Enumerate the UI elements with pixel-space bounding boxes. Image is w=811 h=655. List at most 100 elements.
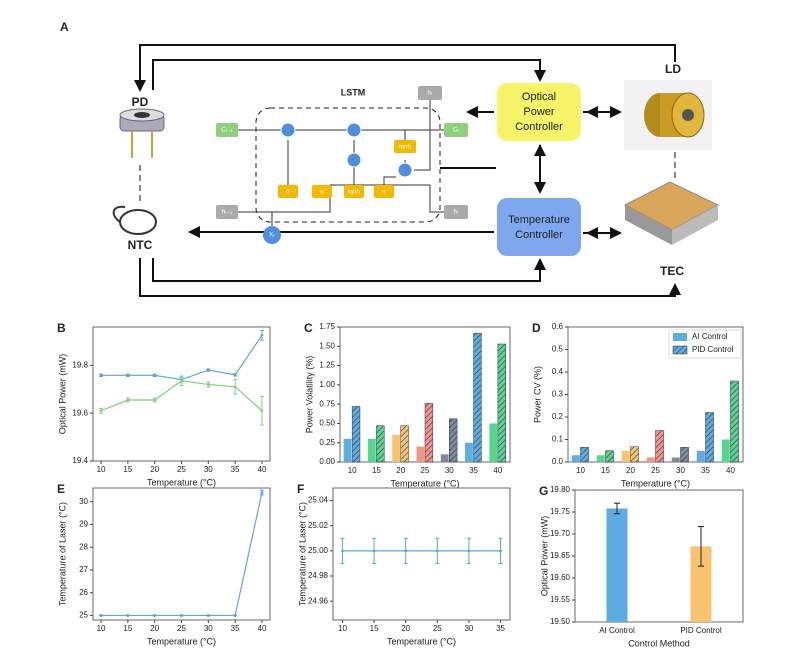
point <box>233 373 237 377</box>
controller-label: Power <box>523 106 555 118</box>
y-tick-label: 1.50 <box>319 341 335 350</box>
bar <box>376 425 385 463</box>
wire <box>134 44 676 92</box>
legend-swatch <box>672 345 688 355</box>
x-tick-label: 30 <box>445 466 454 475</box>
bar <box>473 332 482 463</box>
x-tick-label: 15 <box>123 465 132 474</box>
point <box>233 614 237 617</box>
bar <box>705 412 714 463</box>
point <box>126 373 130 377</box>
y-tick-label: 27 <box>79 565 88 574</box>
x-axis-label: Temperature (°C) <box>147 636 216 646</box>
y-axis-label: Optical Power (mW) <box>539 516 549 597</box>
y-tick-label: 19.55 <box>550 595 571 604</box>
bar <box>449 418 458 463</box>
tec-icon <box>623 181 720 245</box>
lstm-node <box>418 86 442 100</box>
point <box>206 614 210 617</box>
lstm-gate <box>312 185 332 198</box>
lstm-gate-label: tanh <box>348 190 360 196</box>
panel-letter: A <box>60 20 69 34</box>
bar <box>440 454 449 462</box>
bar <box>730 380 739 463</box>
point <box>372 549 376 553</box>
point <box>153 373 157 377</box>
lstm-title: LSTM <box>341 87 366 97</box>
bar <box>680 447 689 463</box>
x-tick-label: 40 <box>258 465 267 474</box>
y-axis-label: Temperature of Laser (°C) <box>57 502 67 606</box>
lstm-x: Xₜ <box>269 233 275 239</box>
chart-panel: C 0.00 0.25 0.50 0.75 1.00 1.25 1.50 1.75 Tempera… <box>304 321 511 488</box>
ntc-label: NTC <box>128 238 153 252</box>
controller-label: Controller <box>515 229 563 241</box>
plot-frame <box>574 489 744 623</box>
lstm-c-prev: Cₜ₋₁ <box>221 128 232 134</box>
x-tick-label: 25 <box>433 624 442 633</box>
x-tick-label: 25 <box>651 466 660 475</box>
bar <box>343 438 352 462</box>
y-tick-label: 0.0 <box>552 457 564 466</box>
lstm-gate-label: σ <box>286 190 290 196</box>
x-tick-label: 35 <box>701 466 710 475</box>
bar <box>351 406 361 463</box>
plot-frame <box>92 487 271 621</box>
point <box>126 398 130 402</box>
x-tick-label: 25 <box>177 465 186 474</box>
x-tick-label: 20 <box>626 466 635 475</box>
chart-panel: F 24.96 24.98 25.00 25.02 25.04 Temperature (°… <box>297 482 511 646</box>
y-tick-label: 19.65 <box>550 551 571 560</box>
point <box>126 614 130 617</box>
bar <box>571 455 580 462</box>
y-tick-label: 25 <box>79 611 88 620</box>
y-tick-label: 0.1 <box>552 435 564 444</box>
y-tick-label: 0.2 <box>552 412 564 421</box>
x-tick-label: 20 <box>150 465 159 474</box>
lstm-node <box>444 123 468 137</box>
lstm-ops <box>280 122 413 178</box>
lstm-h-prev: hₜ₋₁ <box>222 210 232 216</box>
bar <box>497 343 506 463</box>
lstm-node <box>216 123 238 137</box>
bar <box>606 508 628 622</box>
x-axis-label: Temperature (°C) <box>390 478 459 488</box>
chart-panel: G 19.50 19.55 19.60 19.65 19.70 19.75 19.80 Cont… <box>539 484 744 648</box>
bar <box>416 446 425 462</box>
lstm-node <box>444 205 468 219</box>
bar <box>400 425 409 463</box>
y-tick-label: 19.80 <box>550 485 571 494</box>
lstm-node <box>216 205 238 219</box>
plot-frame <box>332 487 511 621</box>
point <box>206 383 210 386</box>
x-tick-label: 35 <box>496 624 505 633</box>
wire <box>139 258 681 297</box>
y-tick-label: 25.04 <box>308 496 329 505</box>
point <box>404 549 408 553</box>
panel-a: A PD NTC LSTM <box>60 20 720 297</box>
y-tick-label: 28 <box>79 542 88 551</box>
y-tick-label: 0.50 <box>319 419 335 428</box>
x-tick-label: 10 <box>97 624 106 633</box>
x-tick-label: 10 <box>348 466 357 475</box>
x-tick-label: 15 <box>123 624 132 633</box>
y-tick-label: 24.98 <box>308 571 329 580</box>
y-tick-label: 29 <box>79 520 88 529</box>
bar <box>489 423 498 462</box>
lstm-box <box>255 107 441 223</box>
point <box>180 614 183 617</box>
point <box>153 398 157 402</box>
y-tick-label: 19.8 <box>72 360 88 369</box>
lstm-gates: σ σ tanh σ <box>278 185 394 198</box>
legend-label: PID Control <box>692 345 734 354</box>
y-tick-label: 19.4 <box>72 456 88 465</box>
x-tick-label: 30 <box>204 624 213 633</box>
x-tick-label: 10 <box>576 466 585 475</box>
point <box>467 549 471 553</box>
bar <box>696 450 705 462</box>
lstm-gate <box>394 140 416 153</box>
point <box>206 368 210 372</box>
bar <box>465 442 473 462</box>
y-axis-label: Power CV (%) <box>532 366 542 423</box>
y-tick-label: 19.50 <box>550 617 571 626</box>
